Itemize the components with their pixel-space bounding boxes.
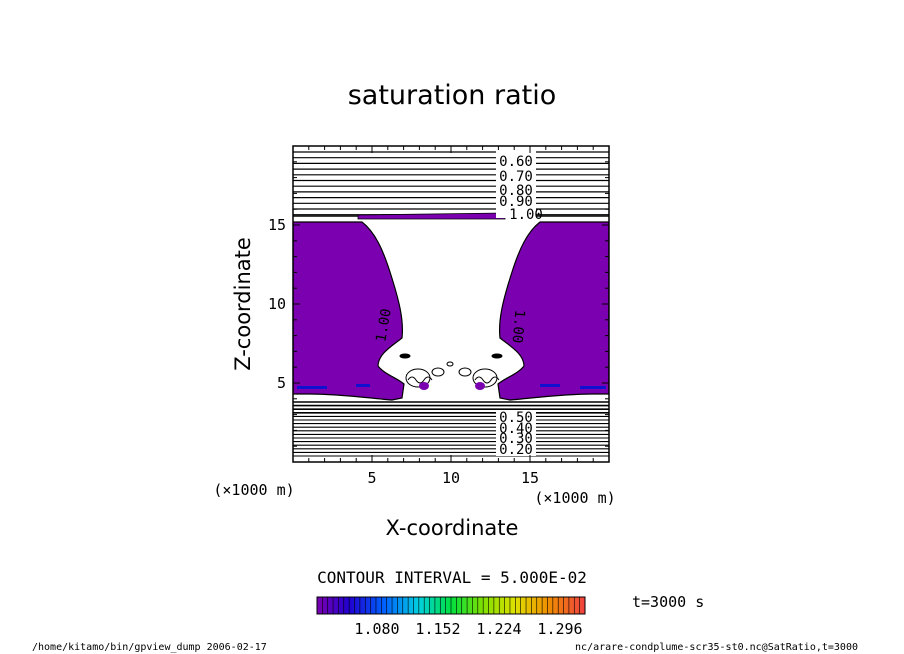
z-unit-label: (×1000 m) [213, 481, 294, 499]
contour-label: 1.00 [509, 207, 543, 223]
y-tick-label: 10 [268, 295, 286, 313]
y-axis-title: Z-coordinate [231, 237, 255, 371]
footer-left: /home/kitamo/bin/gpview_dump 2006-02-17 [32, 642, 267, 653]
colorbar-tick-label: 1.080 [354, 620, 399, 638]
blue-highlights [297, 384, 606, 389]
contour-label: 0.90 [499, 194, 533, 210]
plot-area [293, 151, 609, 457]
lower-contour-labels: 0.50 0.40 0.30 0.20 [496, 410, 536, 458]
colorbar [316, 596, 586, 615]
top-saturation-band [357, 212, 506, 220]
contour-label: 0.80 [499, 183, 533, 199]
footer-right: nc/arare-condplume-scr35-st0.nc@SatRatio… [575, 642, 858, 653]
contour-label: 0.50 [499, 410, 533, 426]
x-unit-label: (×1000 m) [534, 489, 615, 507]
contour-label: 0.30 [499, 431, 533, 447]
time-label: t=3000 s [632, 593, 704, 611]
x-axis-title: X-coordinate [386, 516, 519, 540]
contour-label: 0.60 [499, 154, 533, 170]
y-tick-label: 5 [277, 374, 286, 392]
axis-ticks [293, 146, 609, 462]
chart-title: saturation ratio [348, 80, 557, 111]
x-tick-label: 15 [521, 469, 539, 487]
lower-contour-lines [293, 401, 609, 457]
colorbar-tick-label: 1.152 [415, 620, 460, 638]
contour-label: 0.20 [499, 442, 533, 458]
y-tick-label: 15 [268, 216, 286, 234]
contour-label: 0.70 [499, 169, 533, 185]
x-tick-label: 10 [442, 469, 460, 487]
upper-contour-labels: 0.60 0.70 0.80 0.90 1.00 [496, 150, 543, 223]
colorbar-tick-label: 1.296 [537, 620, 582, 638]
central-purple-spots [419, 382, 485, 390]
x-tick-label: 5 [367, 469, 376, 487]
upper-contour-lines [293, 151, 609, 217]
plume-edge-label-right: 1.00 [509, 309, 528, 344]
contour-label: 0.40 [499, 421, 533, 437]
contour-interval-text: CONTOUR INTERVAL = 5.000E-02 [317, 568, 587, 587]
colorbar-tick-label: 1.224 [476, 620, 521, 638]
left-supersaturated-region [293, 221, 405, 401]
right-supersaturated-region [497, 221, 609, 401]
central-contour-blobs [399, 353, 503, 388]
plume-edge-label-left: 1.00 [373, 307, 395, 343]
